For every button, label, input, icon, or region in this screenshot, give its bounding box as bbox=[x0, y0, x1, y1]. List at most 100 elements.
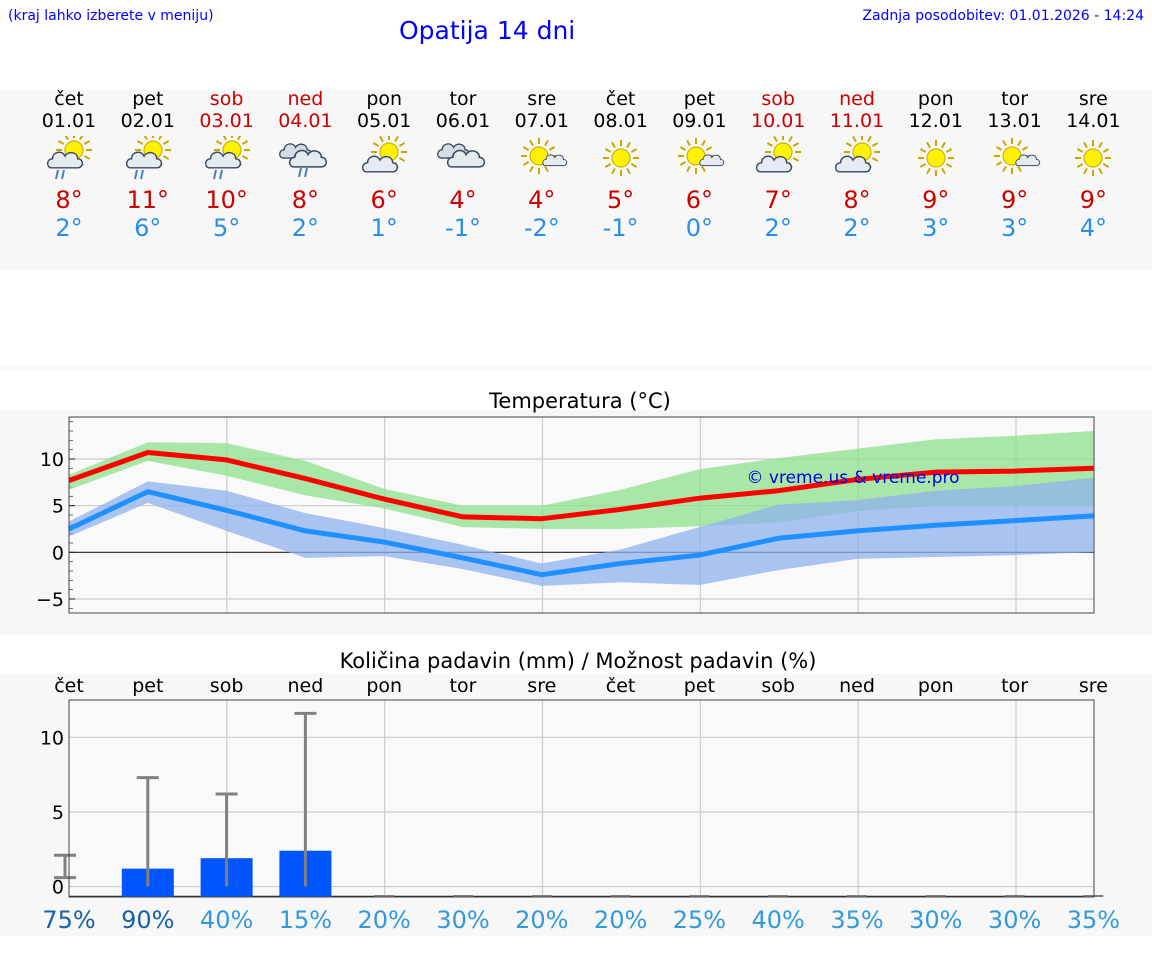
temp-max: 6° bbox=[370, 186, 398, 214]
precipitation-probability: 15% bbox=[279, 906, 332, 934]
forecast-day: pet 02.01 11° 6° bbox=[108, 89, 188, 243]
precipitation-probability: 20% bbox=[358, 906, 411, 934]
sun-small-cloud-icon bbox=[678, 138, 725, 174]
forecast-day: tor 13.01 9° 3° bbox=[975, 88, 1055, 243]
forecast-day: tor 06.01 4° -1° bbox=[423, 88, 503, 243]
precipitation-day-label: sre bbox=[1079, 675, 1108, 697]
temp-max: 4° bbox=[528, 186, 556, 214]
forecast-day: sob 03.01 10° 5° bbox=[187, 88, 267, 243]
temp-max: 9° bbox=[1000, 186, 1029, 214]
temp-max: 5° bbox=[606, 186, 635, 214]
day-date: 08.01 bbox=[593, 110, 648, 132]
forecast-day: čet 01.01 8° 2° bbox=[29, 89, 109, 243]
precipitation-probability: 30% bbox=[988, 906, 1041, 934]
forecast-day: pon 05.01 6° 1° bbox=[344, 88, 424, 243]
temp-min: 2° bbox=[291, 214, 320, 242]
temp-max: 9° bbox=[922, 186, 950, 214]
day-date: 07.01 bbox=[514, 110, 569, 132]
precipitation-probability: 25% bbox=[673, 906, 726, 934]
day-name: pet bbox=[683, 88, 715, 110]
precipitation-probability: 20% bbox=[515, 906, 568, 934]
forecast-day: sre 07.01 4° -2° bbox=[502, 89, 582, 243]
day-date: 02.01 bbox=[120, 110, 175, 132]
day-date: 10.01 bbox=[750, 110, 806, 132]
max-temp-line bbox=[68, 450, 1094, 522]
sun-small-cloud-icon bbox=[520, 138, 568, 174]
forecast-day: pon 12.01 9° 3° bbox=[896, 88, 976, 243]
sun-cloud-rain-icon bbox=[46, 136, 92, 180]
day-name: pon bbox=[917, 88, 954, 110]
temp-max: 9° bbox=[1079, 186, 1108, 214]
precipitation-probability: 35% bbox=[1067, 906, 1120, 934]
day-name: čet bbox=[605, 88, 636, 110]
section-divider bbox=[0, 366, 1152, 370]
precipitation-plot-frame bbox=[68, 699, 1095, 898]
precipitation-probability: 75% bbox=[42, 906, 95, 934]
precipitation-ytick-label: 5 bbox=[52, 802, 64, 824]
cloud-icon bbox=[437, 143, 486, 168]
day-date: 14.01 bbox=[1066, 110, 1121, 132]
day-date: 13.01 bbox=[987, 110, 1042, 132]
temperature-ytick-label: −5 bbox=[36, 589, 64, 611]
temp-min: -1° bbox=[602, 214, 639, 242]
day-name: ned bbox=[287, 88, 324, 110]
temperature-chart-title: Temperatura (°C) bbox=[488, 389, 671, 413]
temperature-chart: Temperatura (°C) −5 0 5 10 © vreme.us & vreme… bbox=[36, 389, 1095, 614]
precipitation-probability: 40% bbox=[752, 906, 805, 934]
sun-small-cloud-icon bbox=[993, 138, 1040, 174]
temp-min: -1° bbox=[445, 214, 481, 242]
day-name: sre bbox=[1078, 88, 1108, 110]
day-name: tor bbox=[1001, 88, 1029, 110]
precipitation-day-label: čet bbox=[54, 675, 84, 697]
min-temp-range-band bbox=[69, 477, 1094, 586]
precipitation-day-label: pet bbox=[684, 675, 715, 697]
day-name: tor bbox=[449, 88, 477, 110]
temp-min: 1° bbox=[370, 214, 398, 242]
precipitation-day-label: tor bbox=[1001, 675, 1028, 697]
temperature-ytick-label: 10 bbox=[40, 449, 64, 471]
temp-max: 11° bbox=[126, 186, 170, 214]
temp-min: 2° bbox=[55, 214, 83, 242]
forecast-day: čet 08.01 5° -1° bbox=[581, 88, 661, 243]
precipitation-day-label: ned bbox=[839, 675, 875, 697]
forecast-day: pet 09.01 6° 0° bbox=[659, 88, 739, 243]
day-name: pon bbox=[366, 88, 403, 110]
precipitation-ytick-label: 10 bbox=[40, 727, 64, 749]
day-name: sob bbox=[209, 88, 244, 110]
precipitation-chart: Količina padavin (mm) / Možnost padavin … bbox=[40, 649, 1120, 934]
location-hint[interactable]: (kraj lahko izberete v meniju) bbox=[8, 8, 214, 24]
day-date: 03.01 bbox=[199, 110, 254, 132]
temp-max: 10° bbox=[205, 186, 248, 214]
day-date: 04.01 bbox=[278, 110, 333, 132]
temp-max: 8° bbox=[291, 186, 320, 214]
day-date: 05.01 bbox=[356, 110, 412, 132]
day-date: 12.01 bbox=[908, 110, 963, 132]
temp-max: 6° bbox=[685, 186, 714, 214]
temp-min: 3° bbox=[1000, 214, 1029, 242]
day-name: ned bbox=[839, 88, 875, 110]
temperature-plot-frame bbox=[68, 416, 1095, 614]
sun-cloud-rain-icon bbox=[125, 136, 171, 180]
temp-min: 0° bbox=[685, 214, 714, 242]
sun-icon bbox=[602, 140, 639, 176]
sun-cloud-icon bbox=[756, 136, 802, 173]
precipitation-day-label: pet bbox=[132, 675, 163, 697]
sun-icon bbox=[1075, 140, 1112, 176]
temp-max: 7° bbox=[764, 186, 792, 214]
precipitation-probability: 20% bbox=[594, 906, 647, 934]
sun-cloud-icon bbox=[834, 136, 880, 173]
forecast-strip-background bbox=[0, 90, 1152, 270]
precipitation-day-label: pon bbox=[918, 675, 954, 697]
temp-min: -2° bbox=[523, 214, 560, 242]
temp-min: 2° bbox=[764, 214, 792, 242]
forecast-day: sob 10.01 7° 2° bbox=[738, 89, 818, 243]
day-date: 09.01 bbox=[672, 110, 727, 132]
precipitation-probability: 90% bbox=[121, 906, 174, 934]
precipitation-day-label: ned bbox=[288, 675, 324, 697]
temp-min: 6° bbox=[134, 214, 162, 242]
temperature-ytick-label: 0 bbox=[52, 542, 64, 564]
forecast-day: sre 14.01 9° 4° bbox=[1053, 88, 1133, 243]
watermark: © vreme.us & vreme.pro bbox=[746, 468, 959, 488]
temp-max: 8° bbox=[843, 186, 871, 214]
temp-min: 5° bbox=[212, 214, 241, 242]
